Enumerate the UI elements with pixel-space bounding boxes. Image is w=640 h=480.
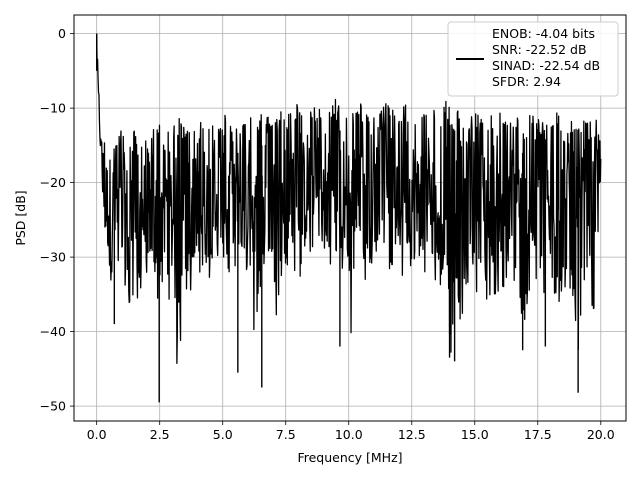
legend-entry-snr: SNR: -22.52 dB — [492, 42, 587, 57]
x-tick-label: 20.0 — [587, 427, 615, 442]
y-tick-label: 0 — [58, 26, 66, 41]
y-tick-label: −20 — [40, 175, 66, 190]
x-tick-label: 0.0 — [87, 427, 107, 442]
y-tick-label: −50 — [40, 399, 66, 414]
x-tick-label: 15.0 — [461, 427, 489, 442]
x-axis-ticks: 0.0 2.5 5.0 7.5 10.0 12.5 15.0 17.5 20.0 — [87, 421, 615, 442]
legend-box — [447, 21, 619, 97]
y-axis-ticks: 0 −10 −20 −30 −40 −50 — [40, 26, 74, 414]
legend: ENOB: -4.04 bits SNR: -22.52 dB SINAD: -… — [447, 21, 619, 97]
y-tick-label: −10 — [40, 101, 66, 116]
plot-frame — [73, 14, 627, 422]
y-tick-label: −40 — [40, 324, 66, 339]
y-axis-label: PSD [dB] — [13, 190, 28, 245]
y-tick-label: −30 — [40, 250, 66, 265]
legend-entry-enob: ENOB: -4.04 bits — [492, 26, 595, 41]
x-axis-label: Frequency [MHz] — [297, 450, 402, 465]
x-tick-label: 5.0 — [213, 427, 233, 442]
psd-series-line — [96, 33, 602, 364]
x-tick-label: 10.0 — [335, 427, 363, 442]
data-series — [95, 33, 602, 403]
legend-entry-sfdr: SFDR: 2.94 — [492, 74, 561, 89]
x-tick-label: 12.5 — [398, 427, 426, 442]
x-tick-label: 17.5 — [524, 427, 552, 442]
x-tick-label: 2.5 — [150, 427, 170, 442]
legend-entry-sinad: SINAD: -22.54 dB — [492, 58, 600, 73]
x-tick-label: 7.5 — [276, 427, 296, 442]
